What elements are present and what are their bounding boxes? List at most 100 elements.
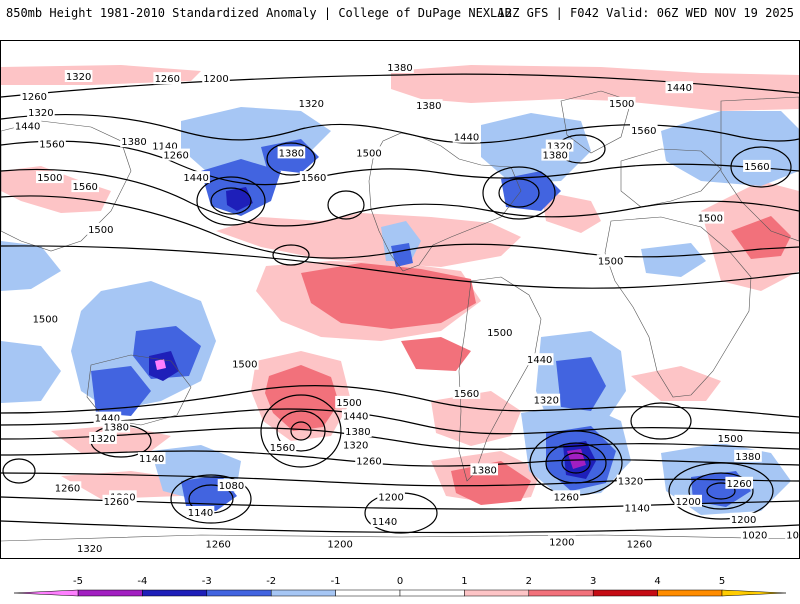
contour-label: 1500 — [31, 312, 60, 326]
height-contour-low — [196, 176, 266, 226]
height-contour-low — [170, 474, 252, 524]
contour-label-bg — [630, 123, 658, 136]
contour-label-bg — [415, 99, 443, 112]
anomaly-negative-region — [391, 243, 413, 267]
contour-label-text: 1500 — [718, 434, 743, 445]
contour-label-bg — [102, 494, 131, 507]
contour-label-bg — [53, 481, 82, 494]
coastlines — [1, 90, 799, 542]
contour-label-text: 1320 — [343, 441, 368, 452]
contour-label-text: 1320 — [618, 477, 643, 488]
contour-label-bg — [277, 146, 306, 159]
contour-label-text: 1080 — [219, 481, 244, 492]
contour-label-bg — [137, 452, 166, 465]
contour-label-text: 1260 — [22, 92, 47, 103]
contour-label-text: 1260 — [155, 74, 180, 85]
contour-label-text: 1320 — [66, 72, 91, 83]
contour-label-text: 1500 — [88, 225, 113, 236]
contour-label-text: 1380 — [279, 148, 304, 159]
contour-label: 1500 — [87, 222, 115, 236]
contour-label: 1140 — [186, 506, 215, 519]
height-contour — [1, 195, 799, 259]
contour-label-bg — [452, 130, 481, 143]
contour-label-text: 1320 — [77, 544, 102, 555]
colorbar-segment — [399, 589, 465, 597]
contour-label-bg — [607, 96, 636, 109]
contour-label: 1260 — [355, 454, 383, 467]
contour-label: 1380 — [344, 425, 372, 438]
contour-label-bg — [386, 61, 414, 73]
contour-label-bg — [162, 148, 190, 161]
height-contour — [1, 408, 799, 435]
anomaly-negative-region — [1, 341, 61, 403]
colorbar-tick-label: 5 — [719, 576, 725, 587]
anomaly-positive-region — [391, 65, 799, 111]
height-contour-high — [290, 421, 312, 441]
colorbar-segment — [335, 589, 401, 597]
anomaly-negative-region — [641, 243, 706, 277]
contour-label-text: 1500 — [356, 148, 381, 159]
anomaly-negative-region — [91, 366, 151, 416]
contour-label: 1380 — [277, 146, 306, 159]
contour-label-bg — [377, 490, 405, 503]
contour-label-text: 1500 — [336, 398, 361, 409]
contour-label-bg — [596, 254, 625, 267]
contour-label-bg — [616, 474, 645, 487]
contour-label: 1560 — [743, 159, 771, 173]
contour-label: 1560 — [630, 123, 658, 137]
colorbar-tick-label: -1 — [331, 576, 341, 587]
contour-label-text: 1320 — [28, 108, 53, 119]
contour-label-bg — [729, 555, 758, 558]
contour-label: 1140 — [623, 501, 651, 515]
contour-label-bg — [552, 490, 581, 503]
contour-label: 1200 — [202, 72, 230, 85]
contour-label: 1560 — [452, 386, 481, 400]
contour-label: 1320 — [64, 70, 93, 83]
contour-label: 1320 — [89, 431, 117, 445]
contour-label-bg — [217, 479, 246, 492]
contour-label: 1320 — [27, 105, 55, 119]
contour-label-text: 1080 — [786, 531, 799, 542]
coastline-asia-east — [720, 96, 799, 242]
map-panel[interactable]: 1380 1320 1260 1320 1260 1200 1320 1380 1440 1380… — [0, 40, 800, 559]
contour-label-bg — [20, 90, 48, 103]
anomaly-positive-region — [1, 166, 111, 213]
contour-label-bg — [785, 528, 799, 541]
contour-label-text: 1200 — [378, 492, 403, 503]
coastline-asia — [1, 120, 132, 252]
contour-label-bg — [182, 171, 210, 184]
colorbar-svg: -5 -4 -3 -2 -1 0 1 2 3 4 5 — [13, 576, 787, 597]
anomaly-positive-region — [265, 365, 339, 431]
coastline-australia — [86, 354, 192, 426]
contour-label-bg — [326, 537, 354, 550]
contour-label-text: 1320 — [90, 434, 115, 445]
contour-label-text: 1260 — [104, 497, 129, 508]
contour-label: 1200 — [548, 535, 576, 548]
contour-label: 1380 — [541, 148, 569, 162]
contour-label-bg — [27, 105, 55, 118]
contour-label-text: 1440 — [183, 173, 208, 184]
height-contours — [1, 73, 799, 534]
height-contour-low — [266, 142, 316, 176]
colorbar-tick-label: -5 — [73, 576, 83, 587]
colorbar-tick-label: -2 — [266, 576, 276, 587]
contour-label-text: 1140 — [188, 508, 213, 519]
contour-label-text: 1500 — [232, 360, 257, 371]
contour-label: 1320 — [616, 474, 645, 488]
contour-label-bg — [485, 326, 514, 339]
colorbar-segment — [464, 589, 530, 597]
map-svg: 1380 1320 1260 1320 1260 1200 1320 1380 1440 1380… — [1, 61, 799, 558]
contour-label: 1260 — [625, 537, 654, 551]
height-contour-low — [545, 442, 607, 484]
contour-label-text: 1500 — [487, 328, 512, 339]
height-contour — [1, 245, 799, 289]
contour-label-text: 1560 — [631, 126, 656, 137]
anomaly-negative-region — [201, 159, 281, 216]
height-contour-high — [260, 394, 342, 468]
contour-label-text: 1260 — [356, 456, 381, 467]
height-contour-low — [272, 244, 310, 266]
anomaly-negative-region — [381, 221, 421, 261]
colorbar-tick-label: 3 — [590, 576, 596, 587]
contour-label: 1440 — [452, 130, 481, 144]
contour-label-bg — [341, 409, 370, 422]
